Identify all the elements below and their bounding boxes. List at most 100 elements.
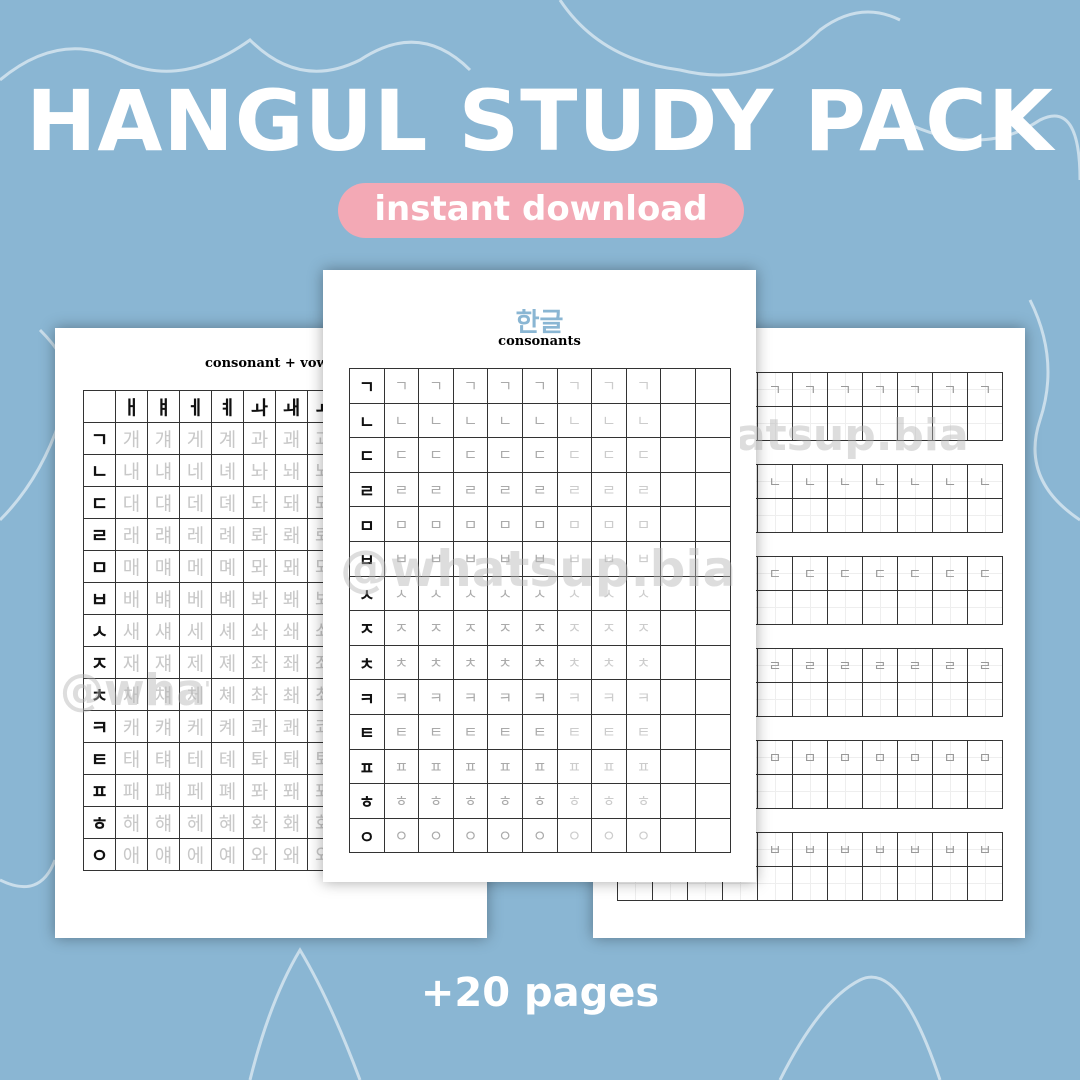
- trace-cell: ㅂ: [932, 832, 968, 867]
- blank-practice-cell: [827, 866, 863, 901]
- trace-cell: ㄴ: [591, 402, 627, 439]
- trace-cell: ㅅ: [521, 575, 558, 612]
- syllable-cell: 레: [179, 518, 212, 551]
- trace-cell: ㄱ: [452, 368, 489, 404]
- blank-practice-cell: [694, 610, 731, 646]
- trace-cell: ㅊ: [383, 644, 420, 681]
- strip-row: [617, 866, 1003, 901]
- syllable-cell: 래: [115, 518, 148, 551]
- trace-cell: ㅅ: [487, 575, 523, 612]
- trace-cell: ㄷ: [932, 556, 968, 591]
- blank-practice-cell: [694, 679, 731, 715]
- trace-cell: ㄴ: [452, 402, 489, 439]
- trace-cell: ㄴ: [418, 402, 454, 439]
- consonant-cell: ㅍ: [83, 774, 116, 807]
- blank-practice-cell: [694, 817, 731, 854]
- header-row: ㅐㅒㅔㅖㅘㅙㅚ: [83, 390, 340, 423]
- trace-cell: ㄴ: [792, 464, 828, 499]
- trace-cell: ㅊ: [418, 644, 454, 681]
- trace-cell: ㄱ: [487, 368, 523, 404]
- trace-cell: ㄱ: [383, 368, 420, 404]
- blank-practice-cell: [660, 748, 696, 785]
- syllable-cell: 놔: [243, 454, 276, 487]
- consonant-cell: ㄴ: [349, 402, 385, 439]
- blank-practice-cell: [694, 575, 731, 612]
- blank-practice-cell: [932, 590, 968, 625]
- trace-cell: ㄹ: [452, 471, 489, 508]
- syllable-cell: 왜: [275, 838, 308, 871]
- blank-practice-cell: [792, 866, 828, 901]
- syllable-cell: 헤: [179, 806, 212, 839]
- trace-cell: ㅊ: [487, 644, 523, 681]
- table-row: ㄴ내냬네녜놔놰뇌: [83, 454, 340, 487]
- trace-cell: ㅂ: [383, 540, 420, 577]
- blank-practice-cell: [897, 406, 933, 441]
- trace-cell: ㄱ: [556, 368, 593, 404]
- syllable-cell: 쟤: [147, 646, 180, 679]
- trace-cell: ㅋ: [591, 679, 627, 715]
- trace-cell: ㅎ: [418, 783, 454, 819]
- trace-cell: ㄴ: [383, 402, 420, 439]
- trace-cell: ㅈ: [591, 610, 627, 646]
- trace-cell: ㅁ: [967, 740, 1003, 775]
- blank-cell: [83, 390, 116, 423]
- blank-practice-cell: [660, 644, 696, 681]
- trace-cell: ㅇ: [383, 817, 420, 854]
- trace-cell: ㅁ: [487, 506, 523, 542]
- trace-cell: ㅁ: [792, 740, 828, 775]
- trace-cell: ㅂ: [862, 832, 898, 867]
- trace-cell: ㄴ: [932, 464, 968, 499]
- blank-practice-cell: [660, 817, 696, 854]
- trace-cell: ㅁ: [757, 740, 793, 775]
- trace-cell: ㅇ: [556, 817, 593, 854]
- table-row: ㅁ매먜메몌뫄뫠뫼: [83, 550, 340, 583]
- blank-practice-cell: [792, 406, 828, 441]
- blank-practice-cell: [792, 774, 828, 809]
- syllable-cell: 에: [179, 838, 212, 871]
- consonant-cell: ㄹ: [349, 471, 385, 508]
- trace-cell: ㄱ: [897, 372, 933, 407]
- consonant-cell: ㅍ: [349, 748, 385, 785]
- blank-practice-cell: [862, 590, 898, 625]
- blank-practice-cell: [932, 406, 968, 441]
- trace-cell: ㅅ: [452, 575, 489, 612]
- trace-cell: ㄱ: [967, 372, 1003, 407]
- syllable-cell: 페: [179, 774, 212, 807]
- trace-cell: ㅍ: [625, 748, 662, 785]
- trace-cell: ㅍ: [521, 748, 558, 785]
- consonant-cell: ㅅ: [349, 575, 385, 612]
- trace-cell: ㅈ: [418, 610, 454, 646]
- trace-cell: ㅋ: [418, 679, 454, 715]
- trace-cell: ㅂ: [418, 540, 454, 577]
- blank-practice-cell: [757, 498, 793, 533]
- trace-cell: ㅂ: [792, 832, 828, 867]
- trace-cell: ㅂ: [897, 832, 933, 867]
- trace-cell: ㄱ: [792, 372, 828, 407]
- trace-cell: ㄱ: [521, 368, 558, 404]
- blank-practice-cell: [967, 498, 1003, 533]
- trace-cell: ㅋ: [521, 679, 558, 715]
- trace-cell: ㅁ: [827, 740, 863, 775]
- instant-download-badge: instant download: [338, 183, 744, 238]
- trace-cell: ㄹ: [827, 648, 863, 683]
- syllable-cell: 메: [179, 550, 212, 583]
- syllable-cell: 매: [115, 550, 148, 583]
- syllable-cell: 졔: [211, 646, 244, 679]
- blank-practice-cell: [694, 713, 731, 750]
- trace-cell: ㅋ: [625, 679, 662, 715]
- trace-cell: ㅎ: [625, 783, 662, 819]
- trace-cell: ㅌ: [591, 713, 627, 750]
- trace-cell: ㄱ: [418, 368, 454, 404]
- blank-practice-cell: [792, 590, 828, 625]
- trace-cell: ㅇ: [418, 817, 454, 854]
- syllable-cell: 혜: [211, 806, 244, 839]
- blank-practice-cell: [660, 402, 696, 439]
- blank-practice-cell: [660, 437, 696, 473]
- syllable-cell: 괘: [275, 422, 308, 455]
- trace-cell: ㄹ: [897, 648, 933, 683]
